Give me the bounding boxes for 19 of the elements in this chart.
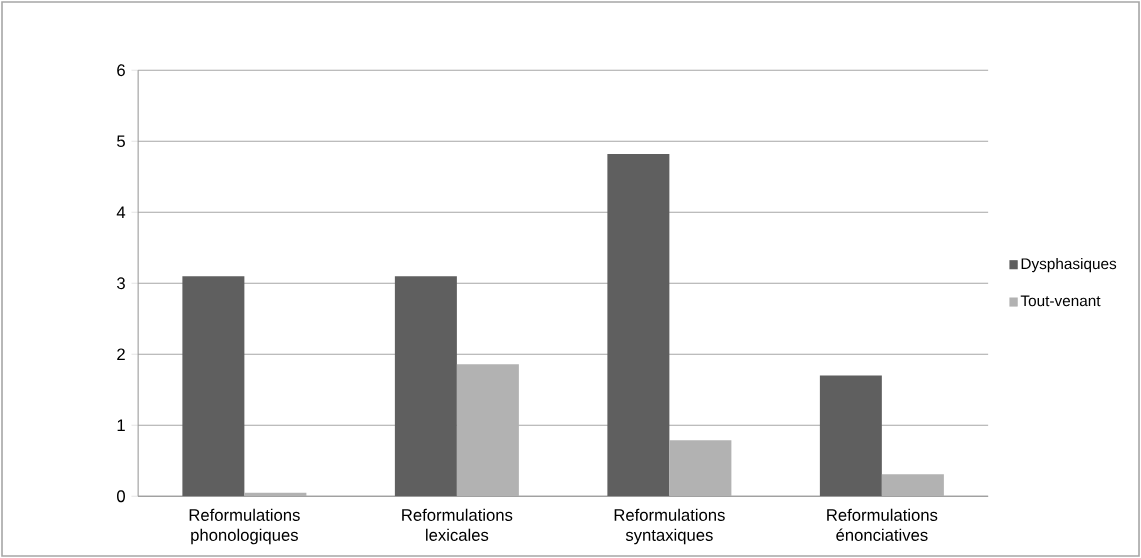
y-tick-label: 0	[117, 490, 125, 503]
bar	[394, 276, 457, 497]
y-tick-label: 3	[117, 277, 125, 290]
y-tick-label: 6	[117, 64, 125, 77]
y-tick-label: 4	[116, 206, 126, 218]
bar	[669, 440, 732, 497]
y-tick-label: 5	[117, 135, 125, 148]
legend-label: Tout-venant	[1020, 295, 1101, 307]
y-tick-label: 1	[117, 419, 125, 431]
bar	[182, 276, 245, 497]
x-tick-label: Reformulations phonologiques	[189, 508, 300, 545]
x-tick-label: Reformulations lexicales	[402, 508, 513, 541]
x-tick-label: Reformulations énonciatives	[827, 508, 938, 541]
bar	[607, 154, 670, 497]
legend-label: Dysphasiques	[1021, 257, 1117, 273]
bar	[881, 474, 944, 497]
y-tick-label: 2	[117, 348, 125, 361]
x-tick-label: Reformulations syntaxiques	[614, 508, 725, 545]
bar	[819, 375, 882, 497]
